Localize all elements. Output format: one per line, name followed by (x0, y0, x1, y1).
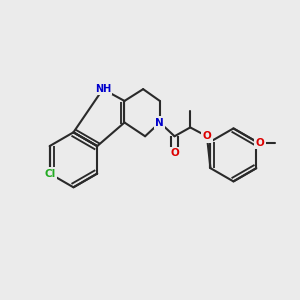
Text: O: O (256, 138, 264, 148)
Text: O: O (170, 148, 179, 158)
Text: O: O (202, 131, 211, 141)
Text: NH: NH (95, 84, 111, 94)
Text: Cl: Cl (44, 169, 55, 178)
Text: N: N (155, 118, 164, 128)
